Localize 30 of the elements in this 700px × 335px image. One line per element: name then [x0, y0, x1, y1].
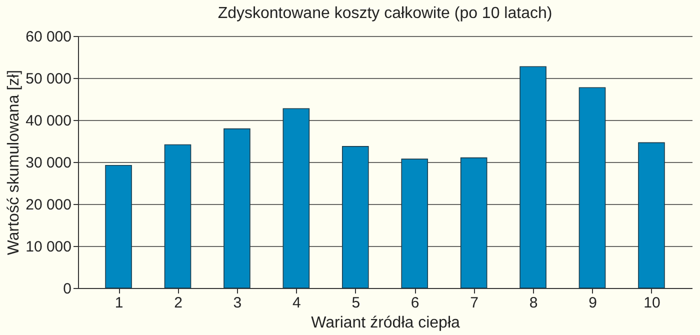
bar [342, 146, 369, 288]
x-tick-label: 3 [233, 294, 242, 312]
chart-title: Zdyskontowane koszty całkowite (po 10 latach) [218, 5, 552, 22]
bar [460, 157, 488, 288]
y-tick-label: 60 000 [26, 28, 72, 46]
bar [520, 66, 546, 288]
bar [282, 108, 310, 288]
x-tick-label: 1 [114, 294, 124, 312]
y-tick-label: 20 000 [26, 196, 72, 214]
y-tick-label: 0 [63, 280, 72, 298]
y-tick-label: 10 000 [26, 238, 72, 256]
x-tick-label: 4 [292, 294, 301, 312]
bar [224, 128, 250, 288]
x-tick-label: 6 [410, 294, 420, 312]
bar [164, 144, 192, 288]
bar [578, 87, 606, 288]
x-tick-label: 2 [174, 294, 182, 312]
y-tick-label: 40 000 [26, 112, 72, 130]
x-tick-label: 9 [588, 294, 597, 312]
x-tick-label: 7 [470, 294, 478, 312]
y-tick-label: 30 000 [26, 154, 72, 172]
y-axis-title: Wartość skumulowana [zł] [6, 70, 23, 256]
bar [401, 158, 428, 288]
x-tick-label: 8 [529, 294, 538, 312]
bar [638, 142, 665, 288]
bar [105, 164, 132, 288]
x-tick-label: 5 [352, 294, 360, 312]
y-tick-label: 50 000 [26, 70, 72, 88]
x-axis-title: Wariant źródła ciepła [311, 314, 460, 332]
x-tick-label: 10 [644, 294, 660, 312]
